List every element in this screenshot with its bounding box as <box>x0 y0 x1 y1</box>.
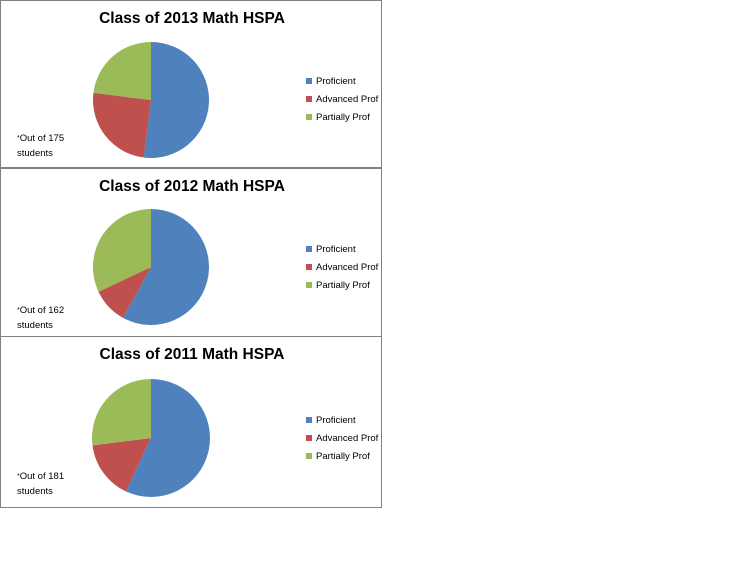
footnote-line1: Out of 181 <box>19 471 65 482</box>
pie-chart-2011 <box>92 379 211 497</box>
footnote: *Out of 162 students <box>17 303 64 333</box>
pie-slice-advanced-prof <box>93 92 151 158</box>
legend-item-proficient: Proficient <box>306 240 378 258</box>
chart-title: Class of 2011 Math HSPA <box>99 346 285 363</box>
legend-item-proficient: Proficient <box>306 411 378 429</box>
chart-panel-2011: Class of 2011 Math HSPA Proficient Advan… <box>0 336 382 508</box>
legend-swatch-proficient <box>306 78 312 84</box>
pie-chart-2012 <box>92 209 209 325</box>
legend-item-advanced-prof: Advanced Prof <box>306 429 378 447</box>
legend-swatch-advanced-prof <box>306 96 312 102</box>
pie-chart-2013 <box>93 41 210 159</box>
legend-swatch-advanced-prof <box>306 435 312 441</box>
legend-swatch-partially-prof <box>306 114 312 120</box>
legend-item-proficient: Proficient <box>306 72 378 90</box>
legend-label: Advanced Prof <box>316 93 379 105</box>
footnote-line2: students <box>17 148 53 159</box>
pie-slice-proficient <box>143 41 210 159</box>
footnote-star: * <box>17 135 20 142</box>
pie-slice-advanced-prof <box>98 267 151 318</box>
footnote-star: * <box>17 473 20 480</box>
legend-item-partially-prof: Partially Prof <box>306 447 378 465</box>
footnote-line2: students <box>17 486 53 497</box>
footnote-line1: Out of 175 <box>19 133 65 144</box>
pie-slice-proficient <box>125 379 211 497</box>
chart-panel-2013: Class of 2013 Math HSPA Proficient Advan… <box>0 0 382 168</box>
footnote-line1: Out of 162 <box>19 305 65 316</box>
legend-label: Partially Prof <box>316 450 370 462</box>
legend-label: Proficient <box>316 75 356 87</box>
pie-slice-proficient <box>123 209 209 325</box>
footnote: *Out of 181 students <box>17 469 64 499</box>
legend-item-advanced-prof: Advanced Prof <box>306 258 378 276</box>
chart-panel-2012: Class of 2012 Math HSPA Proficient Advan… <box>0 168 382 337</box>
footnote-star: * <box>17 307 20 314</box>
legend-swatch-partially-prof <box>306 453 312 459</box>
legend-item-partially-prof: Partially Prof <box>306 108 378 126</box>
legend-label: Advanced Prof <box>316 432 379 444</box>
pie-slice-partially-prof <box>93 42 151 100</box>
footnote-line2: students <box>17 320 53 331</box>
legend-swatch-partially-prof <box>306 282 312 288</box>
legend-label: Partially Prof <box>316 279 370 291</box>
legend-item-partially-prof: Partially Prof <box>306 276 378 294</box>
legend-label: Partially Prof <box>316 111 370 123</box>
legend: Proficient Advanced Prof Partially Prof <box>306 411 378 465</box>
chart-title: Class of 2013 Math HSPA <box>99 10 285 27</box>
chart-title: Class of 2012 Math HSPA <box>99 178 285 195</box>
legend: Proficient Advanced Prof Partially Prof <box>306 240 378 294</box>
pie-slice-partially-prof <box>92 379 151 446</box>
pie-slice-advanced-prof <box>92 438 151 492</box>
legend-label: Advanced Prof <box>316 261 379 273</box>
legend-swatch-proficient <box>306 246 312 252</box>
legend-swatch-proficient <box>306 417 312 423</box>
pie-slice-partially-prof <box>92 209 151 292</box>
legend-label: Proficient <box>316 414 356 426</box>
legend-label: Proficient <box>316 243 356 255</box>
legend-swatch-advanced-prof <box>306 264 312 270</box>
legend-item-advanced-prof: Advanced Prof <box>306 90 378 108</box>
legend: Proficient Advanced Prof Partially Prof <box>306 72 378 126</box>
footnote: *Out of 175 students <box>17 131 64 161</box>
